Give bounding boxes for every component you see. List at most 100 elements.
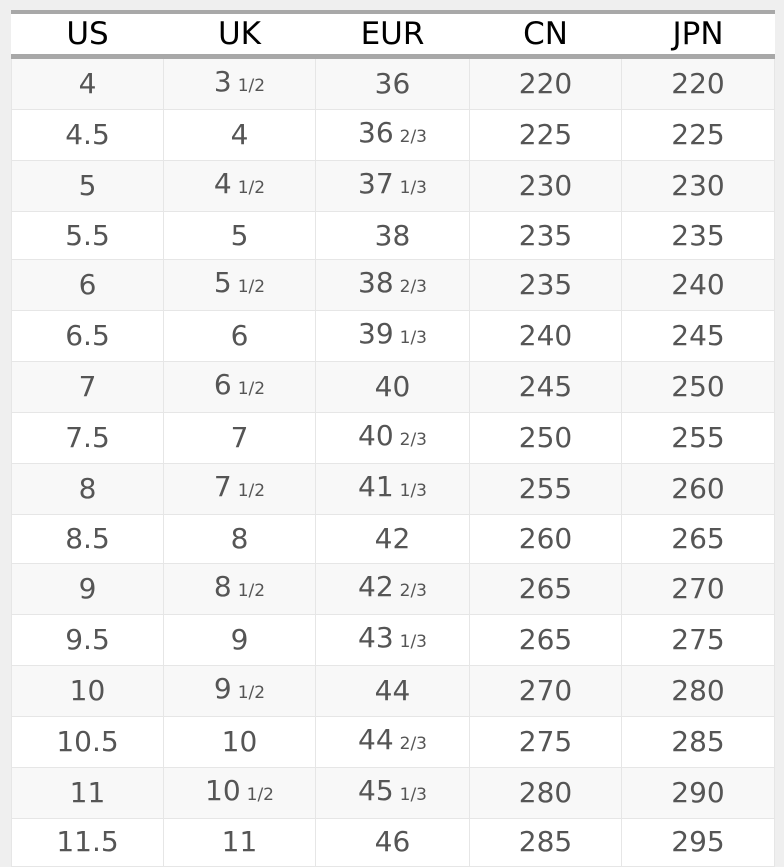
cell-whole-value: 275 — [671, 622, 725, 656]
cell-us: 11.5 — [11, 817, 164, 867]
cell-whole-value: 8 — [230, 522, 249, 556]
cell-whole-value: 285 — [518, 825, 573, 859]
cell-jpn: 255 — [621, 412, 775, 465]
cell-eur: 38 2/3 — [315, 259, 470, 312]
cell-us: 8 — [11, 463, 164, 516]
table-row: 11 10 1/2 45 1/3 280 290 — [11, 766, 775, 819]
table-row: 4 3 1/2 36 220 220 — [11, 56, 775, 110]
cell-whole-value: 5 — [213, 266, 232, 300]
cell-eur: 42 2/3 — [315, 562, 470, 615]
cell-us: 9 — [11, 562, 164, 615]
cell-fraction: 1/2 — [246, 784, 274, 805]
cell-jpn: 285 — [621, 715, 775, 768]
cell-whole-value: 8 — [78, 472, 97, 506]
cell-uk: 4 — [163, 109, 316, 161]
cell-cn: 265 — [469, 613, 622, 666]
cell-uk: 6 — [163, 310, 316, 363]
cell-whole-value: 280 — [671, 673, 725, 707]
cell-whole-value: 10 — [205, 773, 241, 807]
cell-cn: 270 — [469, 664, 622, 717]
cell-whole-value: 8.5 — [65, 522, 110, 556]
cell-eur: 42 — [315, 514, 470, 564]
cell-whole-value: 240 — [671, 268, 725, 302]
cell-fraction: 1/3 — [399, 328, 427, 349]
cell-whole-value: 36 — [358, 116, 394, 149]
table-row: 6.5 6 39 1/3 240 245 — [11, 310, 775, 363]
cell-cn: 235 — [469, 210, 622, 261]
cell-uk: 7 — [163, 412, 316, 465]
cell-whole-value: 42 — [358, 569, 394, 603]
cell-whole-value: 9.5 — [65, 622, 110, 656]
cell-whole-value: 3 — [213, 65, 232, 98]
cell-whole-value: 46 — [374, 825, 411, 859]
cell-whole-value: 4 — [213, 167, 232, 200]
cell-whole-value: 4.5 — [65, 118, 110, 151]
cell-whole-value: 45 — [358, 773, 394, 807]
cell-uk: 5 — [163, 210, 316, 261]
cell-whole-value: 230 — [518, 169, 573, 202]
cell-cn: 225 — [469, 109, 622, 161]
table-header: US UK EUR CN JPN — [11, 10, 775, 59]
cell-eur: 41 1/3 — [315, 463, 470, 516]
cell-uk: 9 1/2 — [163, 664, 316, 717]
cell-uk: 6 1/2 — [163, 361, 316, 414]
cell-whole-value: 40 — [358, 419, 394, 453]
cell-us: 6 — [11, 259, 164, 312]
cell-uk: 7 1/2 — [163, 463, 316, 516]
cell-whole-value: 41 — [358, 470, 394, 504]
table-row: 11.5 11 46 285 295 — [11, 817, 775, 867]
cell-fraction: 2/3 — [399, 580, 427, 601]
cell-cn: 260 — [469, 514, 622, 564]
cell-whole-value: 255 — [518, 472, 573, 506]
cell-whole-value: 4 — [78, 67, 97, 100]
cell-whole-value: 235 — [518, 218, 573, 252]
cell-whole-value: 7.5 — [65, 421, 110, 455]
cell-whole-value: 220 — [518, 67, 573, 100]
cell-us: 11 — [11, 766, 164, 819]
cell-uk: 8 — [163, 514, 316, 564]
cell-fraction: 2/3 — [399, 277, 427, 298]
cell-whole-value: 9 — [213, 671, 232, 705]
cell-fraction: 1/3 — [399, 784, 427, 805]
cell-us: 4 — [11, 56, 164, 110]
cell-whole-value: 38 — [358, 266, 394, 300]
cell-eur: 36 2/3 — [315, 109, 470, 161]
cell-whole-value: 11.5 — [56, 825, 119, 859]
cell-whole-value: 245 — [671, 319, 725, 353]
cell-eur: 40 2/3 — [315, 412, 470, 465]
cell-jpn: 270 — [621, 562, 775, 615]
cell-jpn: 235 — [621, 210, 775, 261]
cell-cn: 285 — [469, 817, 622, 867]
cell-us: 5 — [11, 160, 164, 212]
cell-fraction: 1/2 — [237, 76, 266, 96]
cell-uk: 3 1/2 — [163, 56, 316, 110]
cell-jpn: 240 — [621, 259, 775, 312]
cell-uk: 10 1/2 — [163, 766, 316, 819]
cell-fraction: 1/2 — [237, 481, 266, 502]
cell-whole-value: 6 — [230, 319, 249, 353]
cell-whole-value: 235 — [671, 218, 725, 252]
cell-whole-value: 285 — [671, 724, 725, 758]
cell-cn: 255 — [469, 463, 622, 516]
table-row: 9.5 9 43 1/3 265 275 — [11, 613, 775, 666]
cell-whole-value: 10 — [221, 724, 258, 758]
cell-whole-value: 11 — [221, 825, 258, 859]
cell-fraction: 1/3 — [399, 178, 427, 198]
cell-whole-value: 290 — [671, 775, 725, 809]
cell-whole-value: 10 — [69, 673, 106, 707]
header-uk: UK — [163, 10, 316, 59]
cell-fraction: 1/3 — [399, 631, 427, 652]
cell-cn: 265 — [469, 562, 622, 615]
cell-whole-value: 4 — [230, 118, 249, 151]
table-body: 4 3 1/2 36 220 220 4.5 4 36 2/3 225 225 5 4 1/2 37 1/3 23… — [11, 56, 775, 867]
table-row: 6 5 1/2 38 2/3 235 240 — [11, 259, 775, 312]
cell-whole-value: 6 — [213, 368, 232, 402]
cell-cn: 230 — [469, 160, 622, 212]
cell-jpn: 280 — [621, 664, 775, 717]
table-row: 8 7 1/2 41 1/3 255 260 — [11, 463, 775, 516]
cell-eur: 40 — [315, 361, 470, 414]
cell-whole-value: 230 — [671, 169, 725, 202]
cell-fraction: 2/3 — [399, 430, 427, 451]
cell-uk: 11 — [163, 817, 316, 867]
cell-whole-value: 44 — [358, 722, 394, 756]
